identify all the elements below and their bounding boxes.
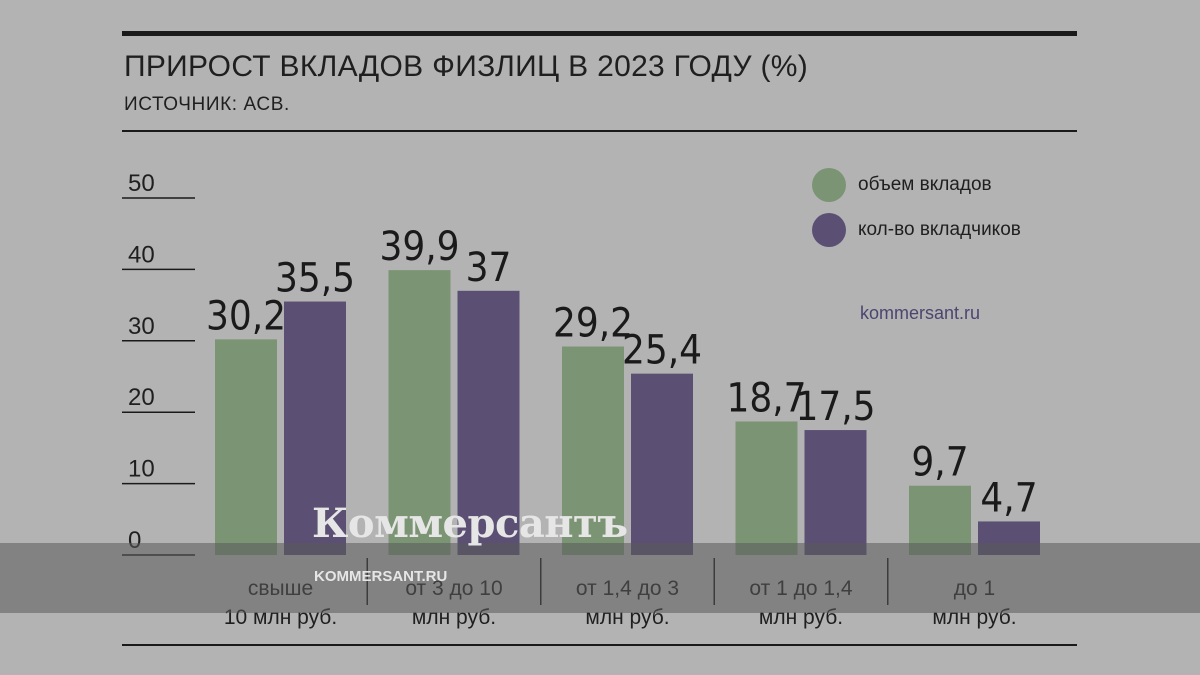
data-label-volume-3: 18,7	[726, 375, 806, 421]
top-rule	[122, 31, 1077, 36]
bar-count-3	[804, 430, 867, 555]
legend-label-count: кол-во вкладчиков	[858, 219, 1021, 240]
data-label-volume-2: 29,2	[553, 301, 633, 347]
y-tick-label-40: 40	[128, 241, 155, 268]
legend-item-volume: объем вкладов	[812, 168, 992, 202]
legend-label-volume: объем вкладов	[858, 174, 992, 195]
bar-volume-3	[735, 421, 798, 555]
chart-title: ПРИРОСТ ВКЛАДОВ ФИЗЛИЦ В 2023 ГОДУ (%)	[124, 50, 809, 83]
data-label-volume-0: 30,2	[206, 293, 286, 339]
data-label-volume-4: 9,7	[911, 440, 968, 486]
watermark-band	[0, 543, 1200, 613]
bar-count-0	[284, 301, 346, 555]
bar-count-1	[457, 290, 520, 555]
bar-volume-0	[215, 339, 277, 555]
data-label-count-3: 17,5	[795, 384, 875, 430]
legend-swatch-volume	[812, 168, 846, 202]
chart-source: ИСТОЧНИК: АСВ.	[124, 94, 290, 115]
y-tick-label-50: 50	[128, 170, 155, 197]
data-label-count-1: 37	[466, 245, 512, 291]
watermark-url: KOMMERSANT.RU	[314, 568, 448, 585]
legend-swatch-count	[812, 213, 846, 247]
bar-count-2	[631, 373, 693, 555]
y-tick-label-10: 10	[128, 456, 155, 483]
data-label-volume-1: 39,9	[379, 224, 459, 270]
data-label-count-2: 25,4	[622, 328, 702, 374]
data-label-count-0: 35,5	[275, 256, 355, 302]
legend-item-count: кол-во вкладчиков	[812, 213, 1021, 247]
site-link[interactable]: kommersant.ru	[860, 303, 981, 323]
bar-volume-1	[388, 270, 451, 555]
data-label-count-4: 4,7	[980, 475, 1037, 521]
bar-volume-2	[562, 346, 624, 555]
bottom-rule	[122, 644, 1077, 646]
y-tick-label-30: 30	[128, 313, 155, 340]
header-divider	[122, 130, 1077, 132]
y-tick-label-20: 20	[128, 384, 155, 411]
watermark-logo: Коммерсантъ	[312, 500, 628, 547]
